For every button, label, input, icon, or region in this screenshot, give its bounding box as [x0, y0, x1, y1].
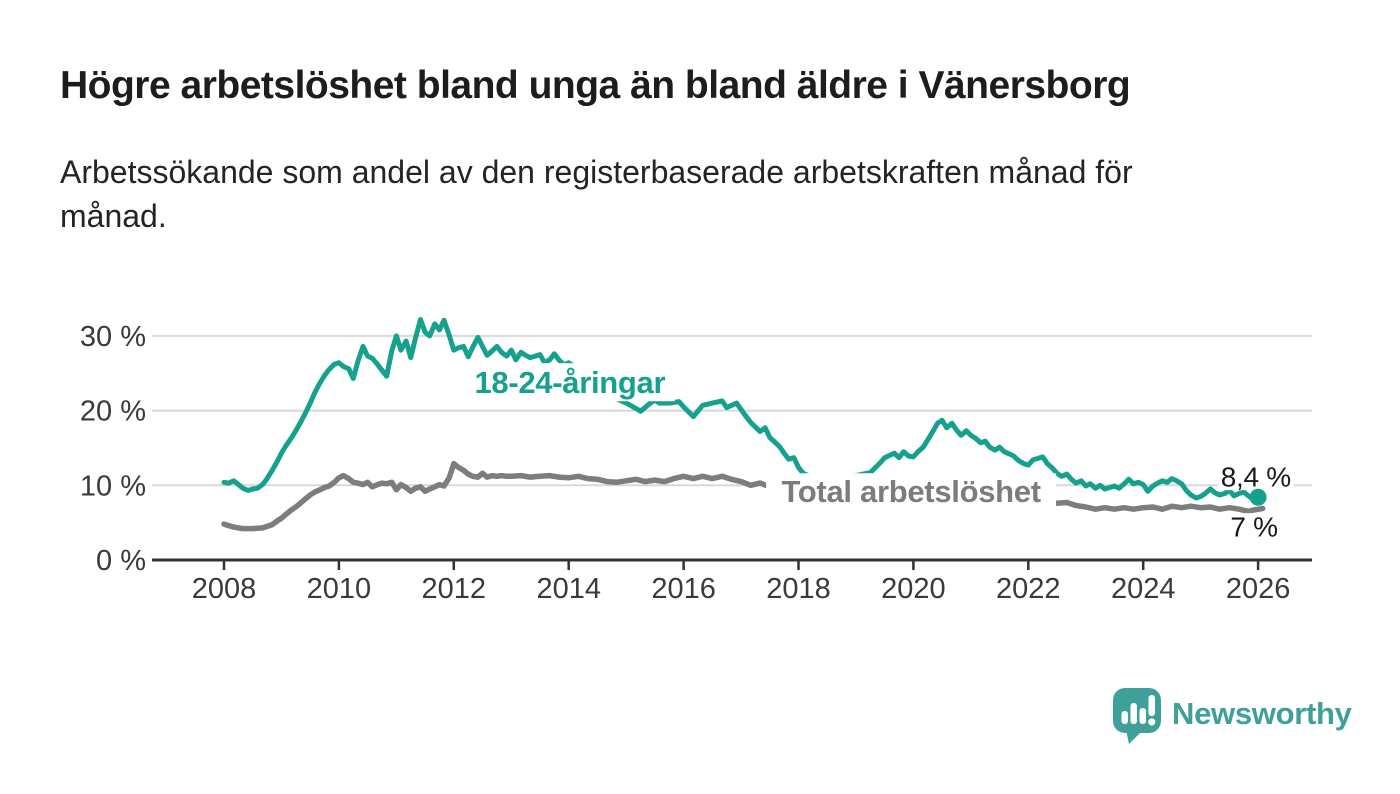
x-tick-label: 2014	[536, 573, 601, 605]
y-tick-label: 20 %	[80, 396, 146, 428]
x-tick-label: 2020	[881, 573, 946, 605]
x-tick-label: 2016	[651, 573, 716, 605]
series-line-total	[221, 460, 1266, 532]
series-label-total-bg	[766, 473, 1057, 510]
end-value-total: 7 %	[1230, 512, 1277, 543]
x-tick-label: 2024	[1111, 573, 1176, 605]
newsworthy-logo-icon	[1112, 684, 1162, 744]
page-title: Högre arbetslöshet bland unga än bland ä…	[60, 64, 1131, 107]
x-tick-label: 2008	[192, 573, 257, 605]
x-tick-label: 2018	[766, 573, 831, 605]
end-value-young-bg	[1217, 464, 1294, 491]
series-end-dot-young	[1249, 488, 1267, 506]
chart-subtitle: Arbetssökande som andel av den registerb…	[60, 154, 1133, 234]
newsworthy-logo[interactable]: Newsworthy	[1112, 684, 1352, 744]
x-tick-label: 2010	[307, 573, 372, 605]
series-label-young: 18-24-åringar	[474, 365, 665, 400]
series-label-total: Total arbetslöshet	[781, 474, 1040, 509]
y-tick-label: 0 %	[96, 545, 146, 577]
y-tick-label: 30 %	[80, 321, 146, 353]
series-label-young-bg	[464, 363, 675, 402]
series-line-young	[221, 317, 1261, 502]
x-tick-label: 2012	[422, 573, 487, 605]
newsworthy-logo-text: Newsworthy	[1172, 696, 1352, 731]
end-value-young: 8,4 %	[1221, 462, 1291, 493]
y-tick-label: 10 %	[80, 470, 146, 502]
end-value-total-bg	[1227, 513, 1282, 542]
x-tick-label: 2022	[996, 573, 1061, 605]
x-tick-label: 2026	[1226, 573, 1291, 605]
